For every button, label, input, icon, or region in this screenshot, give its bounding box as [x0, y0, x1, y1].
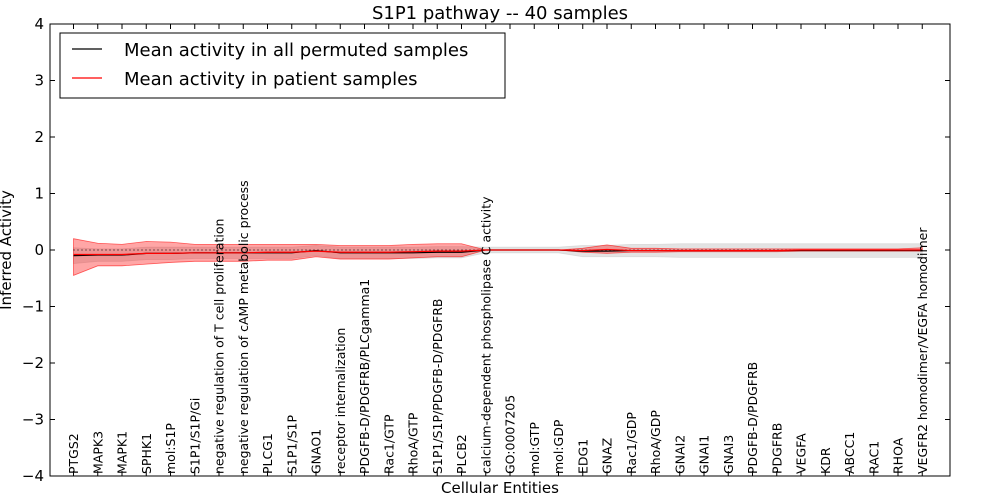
chart-title: S1P1 pathway -- 40 samples	[372, 3, 628, 24]
x-category-label: S1P1/S1P	[284, 415, 299, 474]
legend-box	[59, 32, 506, 99]
y-tick-label: 2	[34, 128, 44, 146]
x-axis: PTGS2 MAPK3 MAPK1 SPHK1 mol:S1P S1P1/S1P/Gi ne…	[66, 24, 930, 476]
x-category-label: S1P1/S1P/Gi	[187, 398, 202, 474]
x-category-label: RHOA	[891, 437, 906, 474]
x-category-label: PLCB2	[454, 434, 469, 474]
y-tick-label: 0	[34, 241, 44, 259]
legend: Mean activity in all permuted samples Me…	[59, 32, 506, 99]
x-category-label: GNAI1	[697, 435, 712, 474]
x-category-label: ABCC1	[842, 432, 857, 474]
x-category-label: GNAI2	[672, 435, 687, 474]
x-category-label: Rac1/GTP	[381, 414, 396, 474]
legend-label-patient: Mean activity in patient samples	[124, 69, 418, 90]
x-category-label: negative regulation of T cell proliferat…	[212, 219, 227, 474]
x-category-label: PDGFRB	[769, 423, 784, 474]
y-tick-label: −4	[22, 467, 44, 485]
series-lines	[73, 248, 923, 257]
x-category-label: mol:GTP	[527, 422, 542, 474]
x-axis-title: Cellular Entities	[441, 479, 559, 497]
legend-label-permuted: Mean activity in all permuted samples	[124, 40, 468, 61]
x-category-label: MAPK3	[90, 431, 105, 474]
confidence-bands	[73, 238, 923, 277]
x-category-label: S1P1/S1P/PDGFB-D/PDGFRB	[430, 299, 445, 475]
x-category-label: PLCG1	[260, 433, 275, 474]
x-category-label: PDGFB-D/PDGFRB/PLCgamma1	[357, 279, 372, 474]
x-category-label: GNAO1	[309, 429, 324, 474]
y-tick-label: −1	[22, 298, 44, 316]
y-axis: −4 −3 −2 −1 0 1 2 3 4	[22, 15, 950, 485]
x-category-label: PTGS2	[66, 433, 81, 474]
y-axis-title: Inferred Activity	[0, 190, 15, 310]
y-tick-label: −3	[22, 411, 44, 429]
plot-frame	[49, 23, 951, 477]
patient-mean-line	[73, 248, 923, 256]
x-category-label: RhoA/GTP	[406, 412, 421, 474]
x-category-label: mol:GDP	[551, 419, 566, 474]
x-category-label: EDG1	[575, 439, 590, 474]
y-tick-label: 3	[34, 72, 44, 90]
y-tick-label: −2	[22, 354, 44, 372]
x-category-label: GNAZ	[600, 438, 615, 474]
x-category-label: Rac1/GDP	[624, 412, 639, 474]
x-category-label: GO:0007205	[503, 395, 518, 474]
x-category-label: receptor internalization	[333, 328, 348, 474]
x-category-label: VEGFR2 homodimer/VEGFA homodimer	[915, 227, 930, 474]
x-category-label: SPHK1	[139, 433, 154, 474]
x-category-label: MAPK1	[115, 431, 130, 474]
x-category-label: GNAI3	[721, 435, 736, 474]
x-category-label: RAC1	[866, 441, 881, 474]
x-category-label: KDR	[818, 447, 833, 474]
x-category-label: VEGFA	[794, 433, 809, 474]
x-category-label: negative regulation of cAMP metabolic pr…	[236, 180, 251, 474]
x-category-label: mol:S1P	[163, 423, 178, 474]
x-category-label: calcium-dependent phospholipase C activi…	[478, 196, 493, 474]
y-tick-label: 1	[34, 185, 44, 203]
x-category-label: RhoA/GDP	[648, 410, 663, 474]
x-category-label: PDGFB-D/PDGFRB	[745, 362, 760, 474]
y-tick-label: 4	[34, 15, 44, 33]
